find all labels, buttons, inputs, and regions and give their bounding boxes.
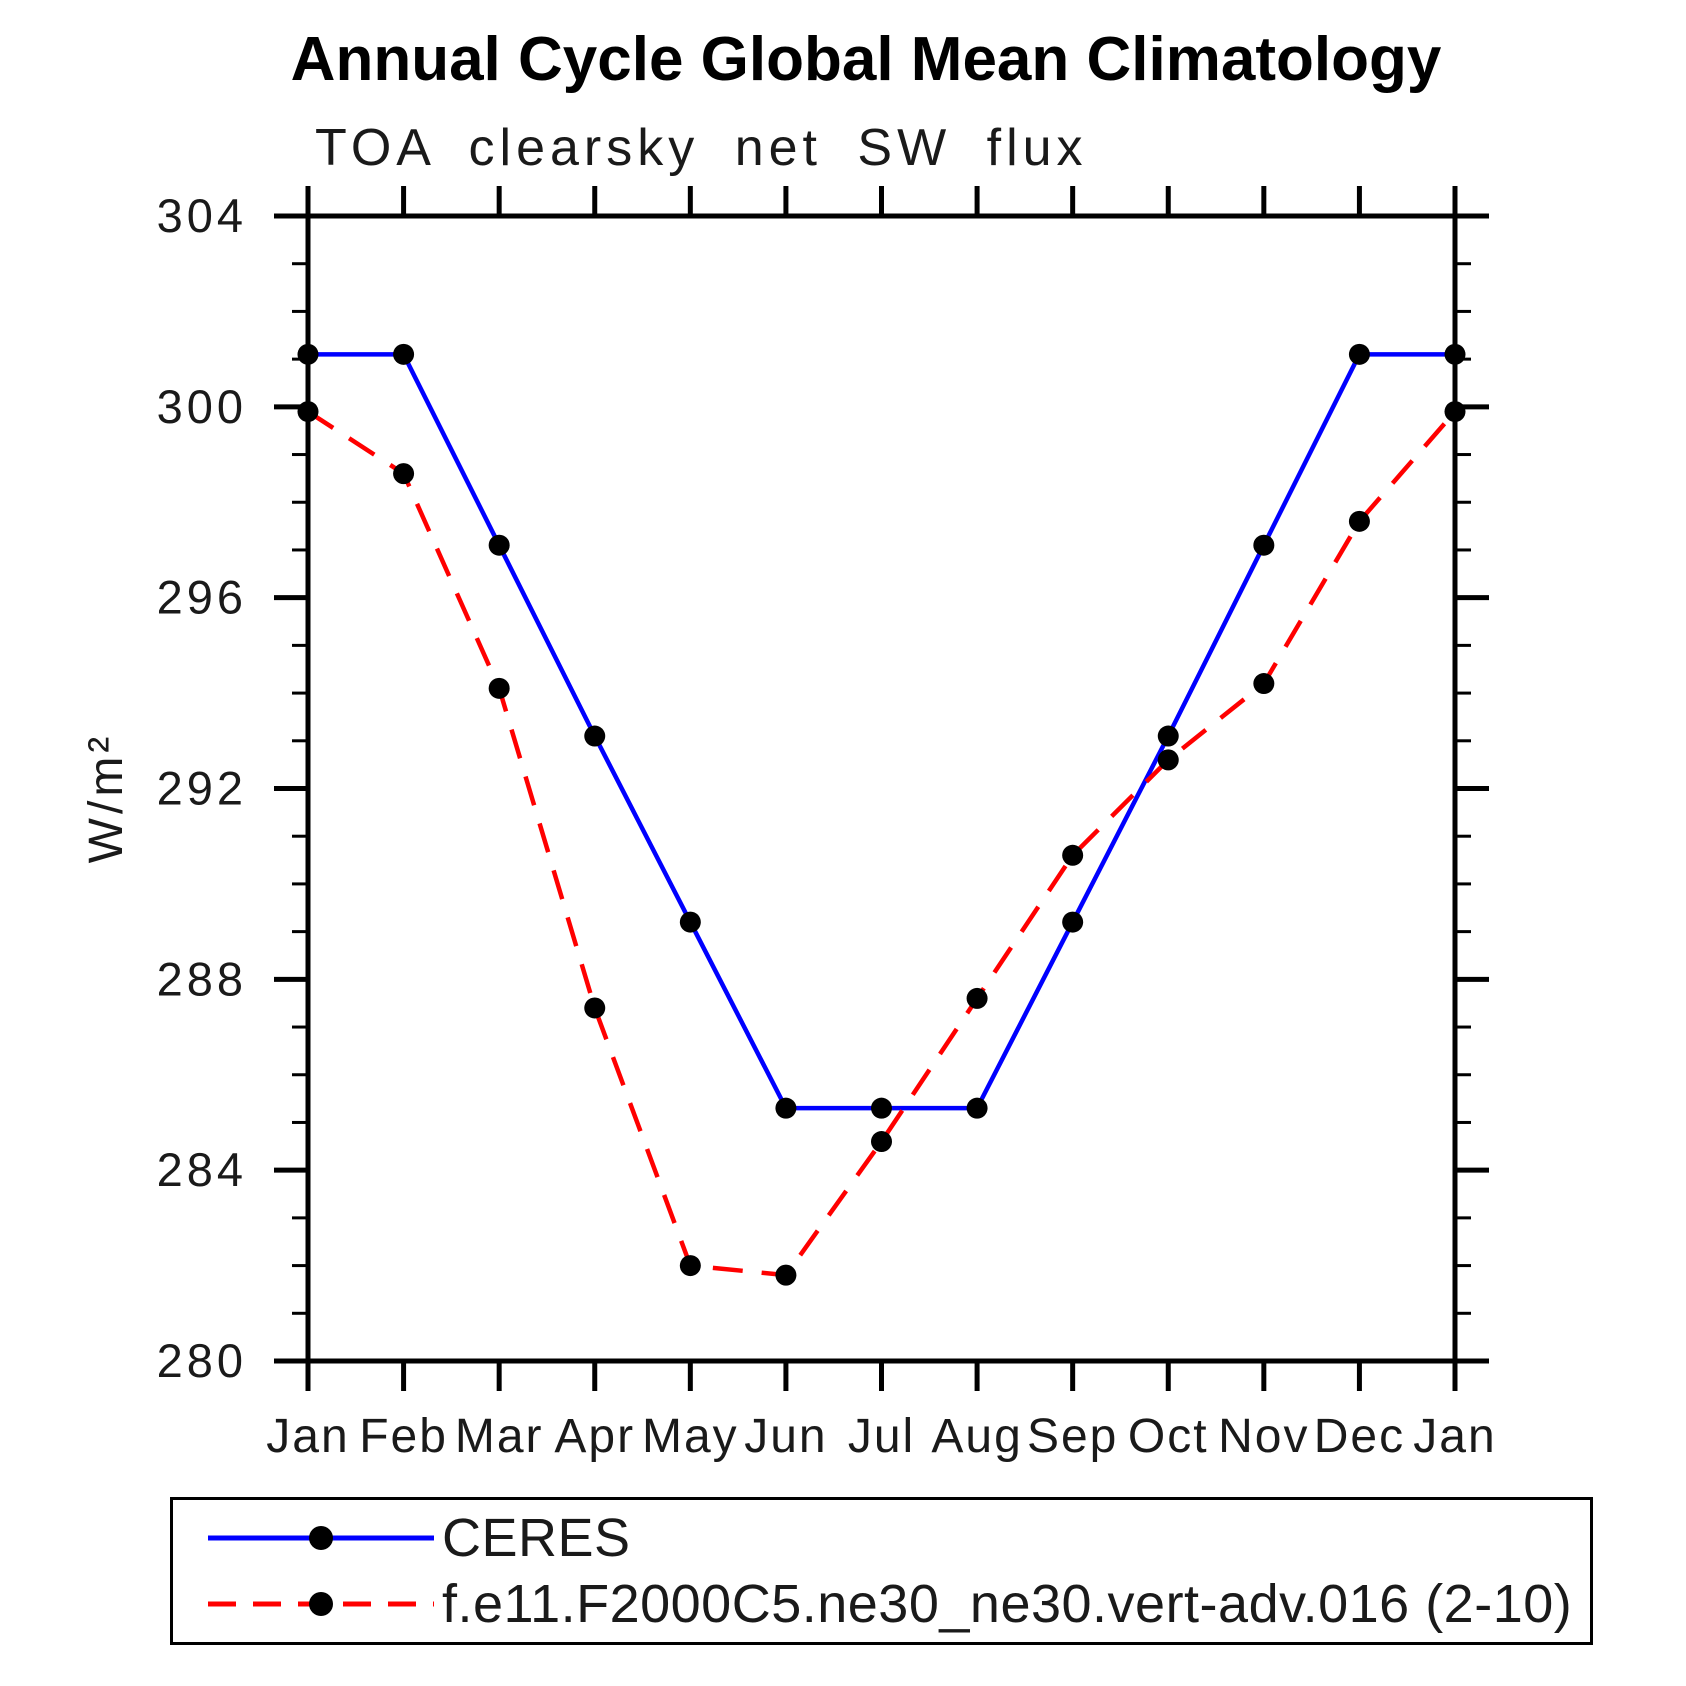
data-point-marker-model xyxy=(1348,510,1370,532)
data-point-marker-ceres xyxy=(393,343,415,365)
legend-label-ceres: CERES xyxy=(442,1508,631,1568)
data-point-marker-ceres xyxy=(1062,911,1084,933)
data-point-marker-ceres xyxy=(488,534,510,556)
y-tick-label: 288 xyxy=(157,952,247,1005)
y-tick-label: 300 xyxy=(157,380,247,433)
data-point-marker-model xyxy=(775,1264,797,1286)
x-tick-label: Jul xyxy=(848,1410,915,1463)
x-tick-label: Jan xyxy=(1413,1410,1496,1463)
data-point-marker-ceres xyxy=(679,911,701,933)
data-point-marker-model xyxy=(1444,401,1466,423)
chart-title: Annual Cycle Global Mean Climatology xyxy=(290,25,1442,94)
y-tick-label: 296 xyxy=(157,571,247,624)
data-point-marker-ceres xyxy=(775,1097,797,1119)
x-tick-label: Dec xyxy=(1314,1410,1405,1463)
data-point-marker-ceres xyxy=(1253,534,1275,556)
series-line-ceres xyxy=(308,352,1455,1111)
x-tick-label: Jan xyxy=(266,1410,349,1463)
data-point-marker-model xyxy=(297,401,319,423)
data-point-marker-ceres xyxy=(1157,725,1179,747)
data-point-marker-ceres xyxy=(966,1097,988,1119)
x-tick-label: Aug xyxy=(931,1410,1022,1463)
y-tick-label: 284 xyxy=(157,1143,247,1196)
legend-line-sample-ceres xyxy=(208,1526,434,1550)
data-point-marker-ceres xyxy=(1348,343,1370,365)
x-tick-label: Mar xyxy=(455,1410,544,1463)
legend-sample-marker xyxy=(309,1526,333,1550)
x-tick-label: Sep xyxy=(1027,1410,1118,1463)
data-point-marker-ceres xyxy=(1444,343,1466,365)
legend-item-model: f.e11.F2000C5.ne30_ne30.vert-adv.016 (2-… xyxy=(208,1574,1572,1634)
x-tick-label: Oct xyxy=(1128,1410,1209,1463)
legend-label-model: f.e11.F2000C5.ne30_ne30.vert-adv.016 (2-… xyxy=(442,1574,1573,1634)
legend-sample-marker xyxy=(309,1592,333,1616)
chart-subtitle: TOA clearsky net SW flux xyxy=(315,119,1088,177)
data-point-marker-model xyxy=(679,1255,701,1277)
legend-item-ceres: CERES xyxy=(208,1508,631,1568)
data-point-marker-model xyxy=(584,997,606,1019)
data-point-marker-model xyxy=(1253,673,1275,695)
x-tick-label: Nov xyxy=(1218,1410,1309,1463)
legend-box: CERES f.e11.F2000C5.ne30_ne30.vert-adv.0… xyxy=(170,1497,1593,1645)
x-tick-label: Apr xyxy=(554,1410,635,1463)
data-point-marker-model xyxy=(966,987,988,1009)
x-tick-label: Jun xyxy=(744,1410,827,1463)
legend-line-sample-model xyxy=(208,1592,434,1616)
y-tick-label: 292 xyxy=(157,762,247,815)
data-point-marker-ceres xyxy=(871,1097,892,1119)
x-tick-label: Feb xyxy=(359,1410,448,1463)
x-tick-label: May xyxy=(642,1410,739,1463)
data-point-marker-ceres xyxy=(584,725,606,747)
data-point-marker-model xyxy=(1062,844,1084,866)
data-point-marker-model xyxy=(393,463,415,485)
data-point-marker-model xyxy=(488,677,510,699)
y-tick-label: 280 xyxy=(157,1334,247,1387)
data-point-marker-ceres xyxy=(297,343,319,365)
data-point-marker-model xyxy=(1157,749,1179,771)
y-tick-label: 304 xyxy=(157,189,247,242)
data-point-marker-model xyxy=(871,1131,892,1153)
